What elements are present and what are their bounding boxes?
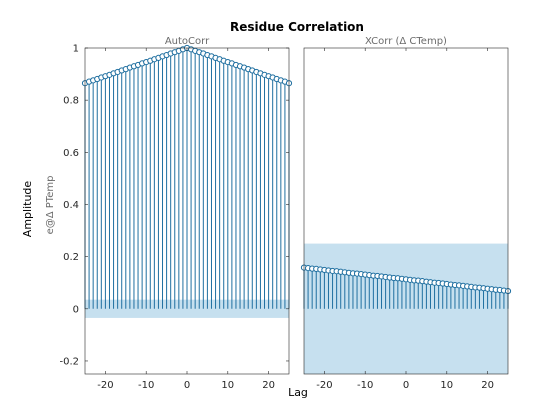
x-tick-label: 10: [221, 380, 234, 391]
x-tick-label: -10: [138, 380, 154, 391]
figure-title: Residue Correlation: [230, 20, 364, 34]
y-tick-label: 0.2: [63, 252, 79, 263]
x-tick-label: 0: [184, 380, 190, 391]
x-tick-label: 10: [440, 380, 453, 391]
xcorr-axes: -20 -10 0 10 20 XCorr (Δ CTemp): [300, 36, 512, 391]
y-tick-label: 1: [73, 44, 79, 55]
x-tick-label: -20: [316, 380, 332, 391]
axes-subtitle: AutoCorr: [165, 36, 210, 47]
x-axis-label: Lag: [288, 386, 308, 399]
row-label: e@Δ PTemp: [45, 176, 56, 235]
y-tick-label: 0.4: [63, 200, 79, 211]
x-tick-label: 0: [403, 380, 409, 391]
x-tick-label: -20: [97, 380, 113, 391]
x-tick-label: 20: [262, 380, 275, 391]
x-tick-label: -10: [357, 380, 373, 391]
axes-subtitle: XCorr (Δ CTemp): [365, 36, 447, 47]
y-tick-label: -0.2: [59, 356, 79, 367]
y-tick-label: 0: [73, 304, 79, 315]
y-axis-label: Amplitude: [21, 181, 34, 238]
x-tick-label: 20: [481, 380, 494, 391]
y-tick-label: 0.8: [63, 96, 79, 107]
y-tick-label: 0.6: [63, 148, 79, 159]
autocorr-axes: -20 -10 0 10 20 -0.2 0 0.2 0.4 0.6 0.8 1 AutoCorr e@Δ…: [45, 36, 293, 391]
